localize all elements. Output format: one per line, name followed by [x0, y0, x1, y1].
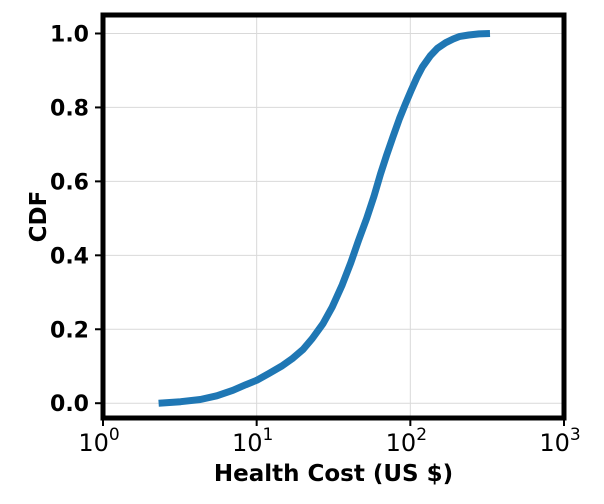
x-tick-label: 101 — [232, 425, 273, 457]
x-tick-base: 10 — [232, 429, 263, 457]
x-tick-base: 10 — [386, 429, 417, 457]
grid-lines — [102, 15, 565, 418]
series-layer — [158, 30, 491, 407]
y-tick-label: 0.4 — [50, 244, 89, 269]
y-tick-label: 1.0 — [50, 22, 89, 47]
x-axis-label: Health Cost (US $) — [214, 461, 453, 487]
x-tick-exponent: 2 — [416, 425, 427, 445]
x-tick-label: 100 — [78, 425, 119, 457]
plot-frame — [100, 12, 567, 421]
y-tick-label: 0.0 — [50, 392, 89, 417]
x-axis-ticks: 100 101 102 103 — [78, 418, 581, 457]
x-tick-base: 10 — [78, 429, 109, 457]
x-tick-exponent: 1 — [263, 425, 274, 445]
x-tick-base: 10 — [539, 429, 570, 457]
y-tick-label: 0.6 — [50, 170, 89, 195]
x-tick-exponent: 0 — [109, 425, 120, 445]
x-tick-label: 102 — [386, 425, 427, 457]
y-axis-ticks: 0.0 0.2 0.4 0.6 0.8 1.0 — [50, 22, 103, 417]
cdf-line — [158, 30, 491, 407]
y-axis-label: CDF — [26, 191, 52, 243]
x-tick-exponent: 3 — [570, 425, 581, 445]
y-tick-label: 0.8 — [50, 96, 89, 121]
x-tick-label: 103 — [539, 425, 580, 457]
y-tick-label: 0.2 — [50, 318, 89, 343]
